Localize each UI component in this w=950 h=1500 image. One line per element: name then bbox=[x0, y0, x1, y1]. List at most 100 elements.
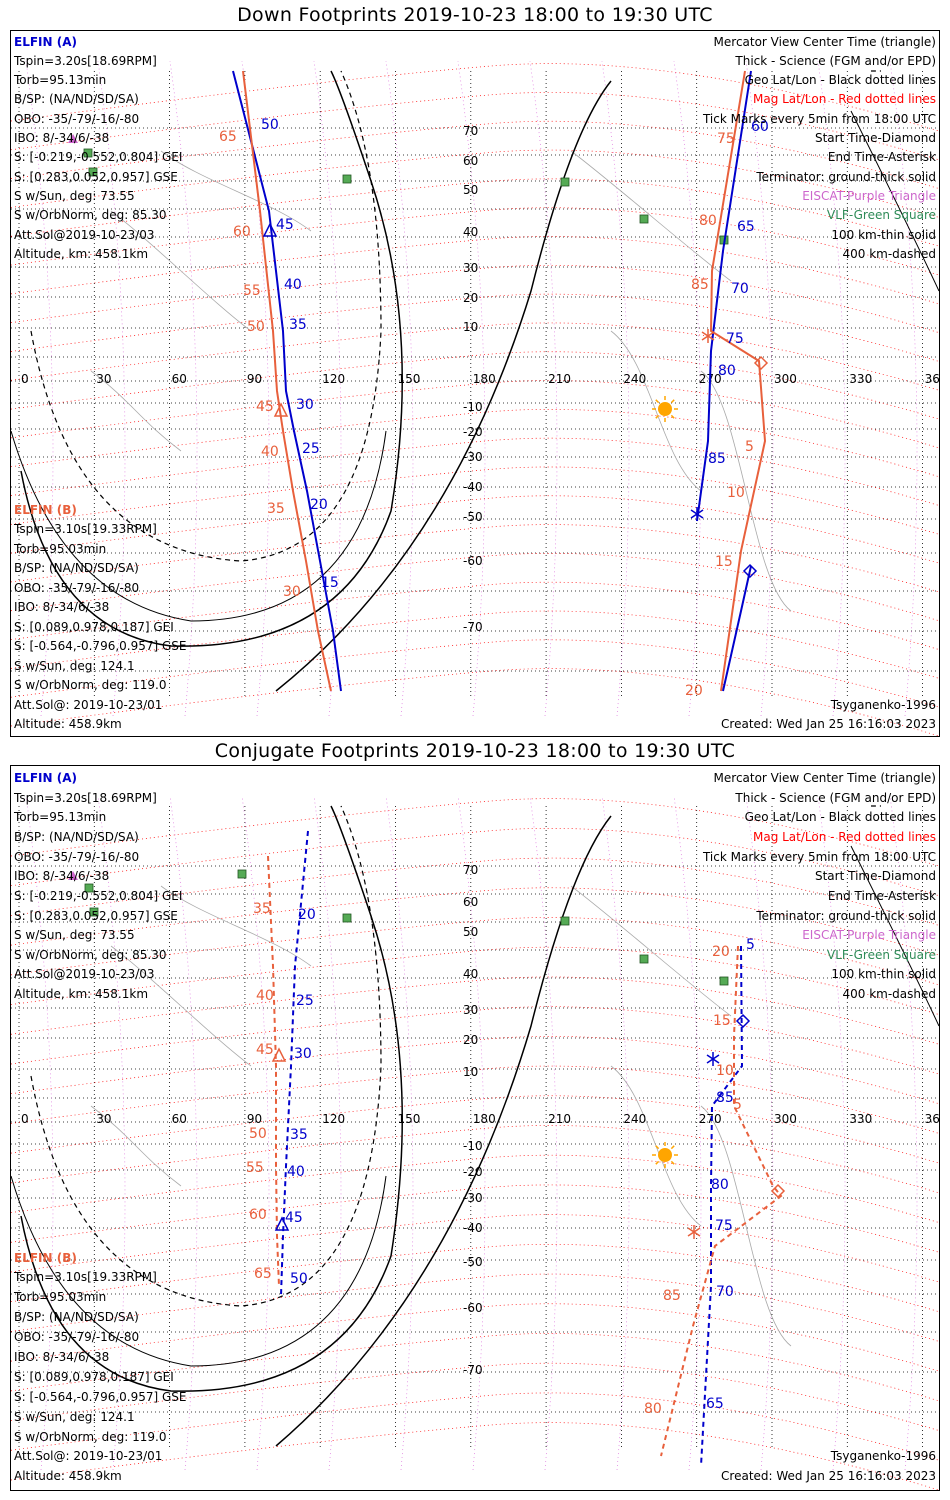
track-tick-label: 30 bbox=[283, 584, 301, 600]
track-tick-label: 45 bbox=[285, 1210, 303, 1226]
track-tick-label: 35 bbox=[267, 501, 285, 517]
longitude-label: 90 bbox=[247, 372, 262, 386]
vlf-station-square bbox=[89, 907, 99, 917]
elfin-b-attsol: Att.Sol@: 2019-10-23/01 bbox=[14, 1449, 163, 1463]
latitude-label: 20 bbox=[463, 1033, 478, 1047]
mag-lat-gridline bbox=[11, 1095, 939, 1164]
elfin-a-down-track-right bbox=[696, 70, 752, 522]
sun-icon bbox=[658, 1148, 672, 1162]
vlf-station-square bbox=[639, 954, 649, 964]
legend-item: Mercator View Center Time (triangle) bbox=[713, 35, 936, 49]
coastline bbox=[90, 370, 182, 452]
eiscat-triangle bbox=[68, 871, 78, 880]
track-tick-label: 40 bbox=[284, 277, 302, 293]
elfin-a-s-orbnorm: S w/OrbNorm, deg: 85.30 bbox=[14, 948, 167, 962]
down-panel-title: Down Footprints 2019-10-23 18:00 to 19:3… bbox=[237, 4, 713, 26]
sun-ray bbox=[670, 1145, 675, 1150]
elfin-b-name: ELFIN (B) bbox=[14, 503, 77, 517]
track-tick-label: 50 bbox=[290, 1271, 308, 1287]
track-tick-label: 65 bbox=[706, 1396, 724, 1412]
track-tick-label: 20 bbox=[712, 944, 730, 960]
legend-item: Terminator: ground-thick solid bbox=[756, 170, 936, 184]
latitude-label: -40 bbox=[463, 480, 483, 494]
elfin-b-altitude: Altitude: 458.9km bbox=[14, 717, 122, 731]
mag-lon-gridline bbox=[385, 795, 414, 1471]
legend-item: Mercator View Center Time (triangle) bbox=[713, 771, 936, 785]
track-tick-label: 85 bbox=[716, 1090, 734, 1106]
start-time-diamond bbox=[770, 1183, 786, 1199]
center-time-triangle bbox=[271, 1047, 287, 1062]
coastline bbox=[570, 150, 732, 282]
longitude-label: 90 bbox=[247, 1112, 262, 1126]
mag-lon-gridline bbox=[97, 795, 126, 1471]
track-tick-label: 70 bbox=[716, 1284, 734, 1300]
elfin-b-down-track-right bbox=[709, 70, 767, 692]
track-tick-label: 80 bbox=[699, 213, 717, 229]
latitude-label: -10 bbox=[463, 400, 483, 414]
latitude-label: 30 bbox=[463, 1003, 478, 1017]
track-tick-label: 75 bbox=[715, 1218, 733, 1234]
latitude-label: 30 bbox=[463, 261, 478, 275]
elfin-a-torb: Torb=95.13min bbox=[14, 810, 107, 824]
mag-lon-gridline bbox=[673, 60, 702, 717]
track-tick-label: 20 bbox=[685, 683, 703, 699]
elfin-a-torb: Torb=95.13min bbox=[14, 73, 107, 87]
latitude-label: -70 bbox=[463, 620, 483, 634]
track-tick-label: 45 bbox=[256, 399, 274, 415]
mag-lon-gridline bbox=[673, 795, 702, 1471]
terminator-100km-line bbox=[11, 430, 387, 622]
legend-item: Geo Lat/Lon - Black dotted lines bbox=[744, 73, 936, 87]
track-tick-label: 85 bbox=[663, 1288, 681, 1304]
track-tick-label: 35 bbox=[253, 901, 271, 917]
elfin-a-bsp: B/SP: (NA/ND/SD/SA) bbox=[14, 830, 139, 844]
legend-item: Start Time-Diamond bbox=[814, 869, 936, 883]
mag-lon-gridline bbox=[97, 60, 126, 717]
track-tick-label: 5 bbox=[746, 937, 755, 953]
sun-icon bbox=[658, 402, 672, 416]
elfin-b-name: ELFIN (B) bbox=[14, 1251, 77, 1265]
elfin-a-obo: OBO: -35/-79/-16/-80 bbox=[14, 850, 140, 864]
center-time-triangle bbox=[273, 402, 289, 417]
latitude-label: 50 bbox=[463, 183, 478, 197]
mag-lon-gridline bbox=[385, 60, 414, 717]
legend-item: 400 km-dashed bbox=[842, 247, 936, 261]
terminator-100km-line bbox=[850, 845, 939, 1027]
elfin-a-name: ELFIN (A) bbox=[14, 771, 77, 785]
elfin-b-s-gse: S: [-0.564,-0.796,0.957] GSE bbox=[14, 1390, 187, 1404]
vlf-station-square bbox=[342, 174, 352, 184]
longitude-label: 60 bbox=[172, 1112, 187, 1126]
legend-item: 100 km-thin solid bbox=[831, 967, 936, 981]
vlf-station-square bbox=[237, 869, 247, 879]
track-tick-label: 30 bbox=[296, 397, 314, 413]
mag-lon-gridline bbox=[817, 60, 846, 717]
sun-ray bbox=[670, 399, 675, 404]
elfin-a-s-gse: S: [0.283,0.052,0.957] GSE bbox=[14, 909, 178, 923]
legend-item: VLF-Green Square bbox=[827, 208, 936, 222]
mag-lon-gridline bbox=[169, 795, 198, 1471]
legend-item: Tick Marks every 5min from 18:00 UTC bbox=[702, 850, 936, 864]
elfin-b-s-orbnorm: S w/OrbNorm, deg: 119.0 bbox=[14, 1430, 167, 1444]
legend-item: Geo Lat/Lon - Black dotted lines bbox=[744, 810, 936, 824]
latitude-label: 60 bbox=[463, 154, 478, 168]
elfin-b-s-gse: S: [-0.564,-0.796,0.957] GSE bbox=[14, 639, 187, 653]
start-time-diamond bbox=[742, 563, 758, 579]
elfin-a-bsp: B/SP: (NA/ND/SD/SA) bbox=[14, 92, 139, 106]
mag-lon-gridline bbox=[313, 60, 342, 717]
track-tick-label: 40 bbox=[256, 988, 274, 1004]
track-tick-label: 70 bbox=[731, 281, 749, 297]
track-tick-label: 20 bbox=[310, 497, 328, 513]
longitude-label: 120 bbox=[322, 1112, 345, 1126]
elfin-a-ibo: IBO: 8/-34/6/-38 bbox=[14, 869, 110, 883]
latitude-label: -60 bbox=[463, 1301, 483, 1315]
legend-item: End Time-Asterisk bbox=[827, 150, 936, 164]
elfin-a-s-gei: S: [-0.219,-0.552,0.804] GEI bbox=[14, 150, 183, 164]
mag-lon-gridline bbox=[745, 60, 774, 717]
elfin-b-ibo: IBO: 8/-34/6/-38 bbox=[14, 1350, 110, 1364]
elfin-b-obo: OBO: -35/-79/-16/-80 bbox=[14, 1330, 140, 1344]
track-tick-label: 10 bbox=[727, 485, 745, 501]
latitude-label: 60 bbox=[463, 895, 478, 909]
coastline bbox=[160, 885, 312, 967]
longitude-label: 180 bbox=[473, 372, 496, 386]
elfin-a-s-gse: S: [0.283,0.052,0.957] GSE bbox=[14, 170, 178, 184]
elfin-b-conjugate-track bbox=[267, 855, 280, 1287]
